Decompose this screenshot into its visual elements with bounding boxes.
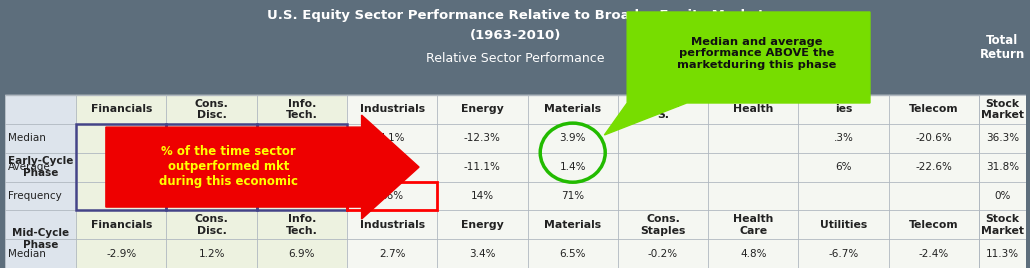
Text: -2.9%: -2.9% <box>106 249 136 259</box>
Text: -0.2%: -0.2% <box>648 249 678 259</box>
Text: Median: Median <box>8 133 45 143</box>
Text: Cons.
S.: Cons. S. <box>646 99 680 120</box>
Text: 6.9%: 6.9% <box>288 249 315 259</box>
Text: 4.8%: 4.8% <box>740 249 766 259</box>
Text: -11.1%: -11.1% <box>464 162 501 172</box>
Text: 86%: 86% <box>380 191 404 201</box>
Text: % of the time sector
outperformed mkt
during this economic: % of the time sector outperformed mkt du… <box>160 144 299 188</box>
Text: U.S. Equity Sector Performance Relative to Broader Equity Market: U.S. Equity Sector Performance Relative … <box>267 9 764 23</box>
Text: Relative Sector Performance: Relative Sector Performance <box>426 51 605 65</box>
Text: 6%: 6% <box>835 162 852 172</box>
Text: 2.7%: 2.7% <box>379 249 406 259</box>
Text: 1.2%: 1.2% <box>199 249 225 259</box>
Bar <box>76 95 167 268</box>
Text: Energy: Energy <box>461 105 504 114</box>
Text: Energy: Energy <box>461 220 504 230</box>
Text: 6.5%: 6.5% <box>559 249 586 259</box>
Text: Cons.
Disc.: Cons. Disc. <box>195 99 229 120</box>
Text: 3.9%: 3.9% <box>559 133 586 143</box>
Bar <box>889 95 978 268</box>
Bar <box>256 95 347 268</box>
Text: Median: Median <box>8 249 45 259</box>
Text: Financials: Financials <box>91 220 152 230</box>
Text: ies: ies <box>835 105 852 114</box>
Text: Industrials: Industrials <box>359 220 424 230</box>
Text: 11.5%: 11.5% <box>195 133 228 143</box>
Text: 36.3%: 36.3% <box>986 133 1019 143</box>
Text: Materials: Materials <box>544 220 602 230</box>
Text: Info.
Tech.: Info. Tech. <box>286 214 318 236</box>
Bar <box>709 95 798 268</box>
Text: Materials: Materials <box>544 105 602 114</box>
Text: Telecom: Telecom <box>909 220 959 230</box>
Bar <box>798 95 889 268</box>
Text: Mid-Cycle
Phase: Mid-Cycle Phase <box>12 228 69 250</box>
Bar <box>347 95 438 268</box>
Bar <box>978 95 1026 268</box>
Text: Stock
Market: Stock Market <box>981 99 1024 120</box>
Bar <box>167 95 256 268</box>
Text: Industrials: Industrials <box>359 105 424 114</box>
Bar <box>527 95 618 268</box>
Polygon shape <box>605 12 870 135</box>
Text: 7.3%: 7.3% <box>379 162 406 172</box>
Text: 31.8%: 31.8% <box>986 162 1019 172</box>
Text: 3.4%: 3.4% <box>470 249 495 259</box>
Text: 14%: 14% <box>471 191 494 201</box>
Text: Utilities: Utilities <box>820 220 867 230</box>
Text: -2.4%: -2.4% <box>919 249 949 259</box>
Text: Median and average
performance ABOVE the
marketduring this phase: Median and average performance ABOVE the… <box>677 37 836 70</box>
Text: Early-Cycle
Phase: Early-Cycle Phase <box>8 156 73 178</box>
Text: (1963-2010): (1963-2010) <box>470 28 561 42</box>
Text: Health
Care: Health Care <box>733 214 774 236</box>
Text: Stock
Market: Stock Market <box>981 214 1024 236</box>
Text: Total
Return: Total Return <box>980 34 1025 61</box>
Text: 71%: 71% <box>561 191 584 201</box>
Text: -12.3%: -12.3% <box>464 133 501 143</box>
Text: Telecom: Telecom <box>909 105 959 114</box>
Bar <box>347 181 438 210</box>
Polygon shape <box>106 115 419 219</box>
Text: Cons.
Staples: Cons. Staples <box>641 214 686 236</box>
Bar <box>167 124 256 210</box>
Text: Average: Average <box>8 162 50 172</box>
Text: Info.
Tech.: Info. Tech. <box>286 99 318 120</box>
Bar <box>76 124 167 210</box>
Text: 6.8%: 6.8% <box>288 133 315 143</box>
Text: Financials: Financials <box>91 105 152 114</box>
Text: -20.6%: -20.6% <box>916 133 953 143</box>
Text: -6.7%: -6.7% <box>828 249 859 259</box>
Text: 4.1%: 4.1% <box>379 133 406 143</box>
Text: -22.6%: -22.6% <box>916 162 953 172</box>
Bar <box>618 95 709 268</box>
Text: Cons.
Disc.: Cons. Disc. <box>195 214 229 236</box>
Bar <box>438 95 527 268</box>
Bar <box>256 124 347 210</box>
Text: 11.3%: 11.3% <box>986 249 1019 259</box>
Bar <box>5 95 76 268</box>
Text: 0%: 0% <box>994 191 1010 201</box>
Text: 1.4%: 1.4% <box>559 162 586 172</box>
Text: Frequency: Frequency <box>8 191 62 201</box>
Text: 11.5%: 11.5% <box>105 133 138 143</box>
Bar <box>5 0 1026 95</box>
Text: .3%: .3% <box>833 133 854 143</box>
Text: Health: Health <box>733 105 774 114</box>
